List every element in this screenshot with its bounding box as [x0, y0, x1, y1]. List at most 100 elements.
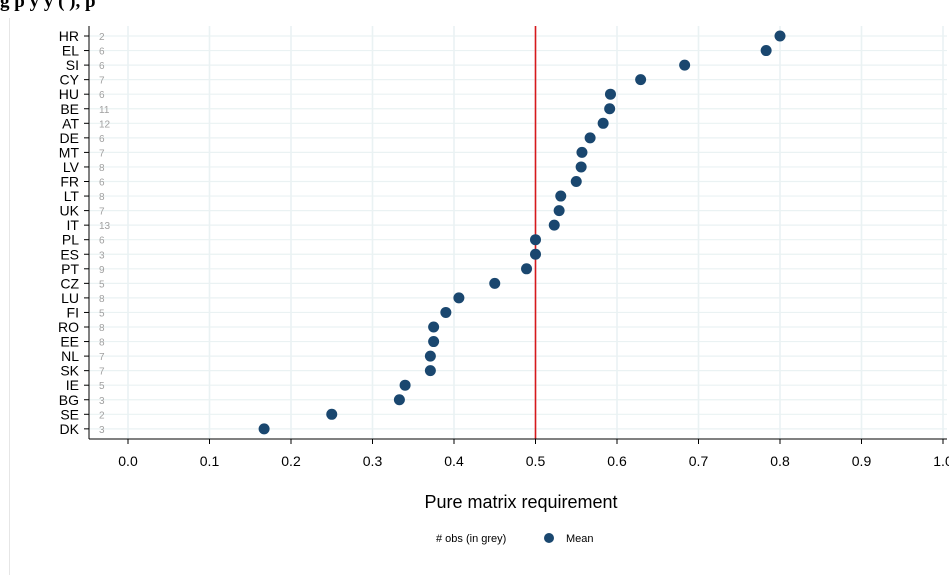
point-hr	[774, 30, 786, 42]
legend-mean-label: Mean	[566, 533, 594, 545]
point-at	[597, 117, 609, 129]
obs-count-lu: 8	[99, 294, 105, 305]
y-label-el: EL	[62, 43, 79, 59]
point-pt	[521, 263, 533, 275]
y-label-ee: EE	[60, 334, 79, 350]
y-label-nl: NL	[61, 348, 79, 364]
point-cy	[635, 74, 647, 86]
obs-count-hu: 6	[99, 90, 105, 101]
x-tick-label-6: 0.6	[607, 453, 627, 469]
figure-title-fragment: g p y y ( ), p	[0, 0, 96, 11]
legend-mean-marker	[544, 533, 554, 543]
point-mt	[576, 146, 588, 158]
point-hu	[604, 88, 616, 100]
grid-lines	[89, 26, 947, 439]
y-label-mt: MT	[59, 144, 80, 160]
x-tick-label-1: 0.1	[200, 453, 220, 469]
x-tick-label-10: 1.0	[933, 453, 949, 469]
data-points	[258, 30, 786, 435]
y-label-dk: DK	[60, 421, 80, 437]
y-label-ro: RO	[58, 319, 79, 335]
obs-count-pt: 9	[99, 265, 105, 276]
point-bg	[393, 394, 405, 406]
point-lt	[555, 190, 567, 202]
y-label-lu: LU	[61, 290, 79, 306]
x-axis-labels: 0.0 0.1 0.2 0.3 0.4 0.5 0.6 0.7 0.8 0.9 1.0	[118, 453, 949, 469]
point-ro	[428, 321, 440, 333]
plot-area	[89, 26, 947, 439]
obs-count-se: 2	[99, 410, 105, 421]
y-label-lt: LT	[64, 188, 80, 204]
point-pl	[530, 234, 541, 246]
y-label-be: BE	[60, 101, 79, 117]
obs-count-fr: 6	[99, 178, 105, 189]
x-tick-label-9: 0.9	[852, 453, 872, 469]
y-label-cy: CY	[60, 72, 80, 88]
point-fi	[440, 306, 452, 318]
obs-count-si: 6	[99, 61, 105, 72]
obs-count-mt: 7	[99, 148, 105, 159]
x-tick-label-2: 0.2	[281, 453, 301, 469]
y-label-fi: FI	[67, 304, 79, 320]
obs-count-ro: 8	[99, 323, 105, 334]
obs-count-pl: 6	[99, 236, 105, 247]
obs-count-hr: 2	[99, 32, 105, 43]
point-cz	[489, 277, 501, 289]
axes	[84, 26, 947, 444]
point-uk	[553, 205, 565, 217]
point-de	[584, 132, 596, 144]
point-it	[548, 219, 560, 231]
point-nl	[424, 350, 436, 362]
obs-count-ie: 5	[99, 381, 105, 392]
obs-count-fi: 5	[99, 308, 105, 319]
obs-count-at: 12	[99, 119, 111, 130]
point-ie	[399, 379, 411, 391]
obs-count-lv: 8	[99, 163, 105, 174]
y-label-at: AT	[62, 115, 79, 131]
point-se	[326, 408, 338, 420]
point-dk	[258, 423, 270, 435]
point-es	[530, 248, 541, 260]
point-sk	[424, 365, 436, 377]
point-ee	[428, 336, 440, 348]
x-tick-label-3: 0.3	[363, 453, 383, 469]
y-label-hu: HU	[59, 86, 79, 102]
y-label-pl: PL	[62, 232, 79, 248]
x-tick-label-4: 0.4	[444, 453, 464, 469]
obs-count-sk: 7	[99, 367, 105, 378]
y-label-es: ES	[60, 246, 79, 262]
point-fr	[570, 176, 582, 187]
y-label-lv: LV	[63, 159, 80, 175]
legend: # obs (in grey) Mean	[436, 533, 594, 545]
point-el	[760, 45, 772, 57]
point-si	[679, 59, 691, 71]
point-be	[604, 103, 616, 115]
x-tick-label-0: 0.0	[118, 453, 138, 469]
y-label-it: IT	[67, 217, 80, 233]
point-lu	[453, 292, 465, 304]
obs-count-cz: 5	[99, 279, 105, 290]
obs-count-lt: 8	[99, 192, 105, 203]
obs-count-es: 3	[99, 250, 105, 261]
y-label-se: SE	[60, 406, 79, 422]
y-label-uk: UK	[60, 203, 80, 219]
obs-count-de: 6	[99, 134, 105, 145]
y-axis-labels: HR 2 EL 6 SI 6 CY 7 HU 6 BE 11 AT 12 DE 6 MT 7 LV 8 FR 6 LT 8 UK…	[58, 28, 111, 437]
y-label-bg: BG	[59, 392, 79, 408]
obs-count-be: 11	[99, 105, 110, 116]
obs-count-bg: 3	[99, 396, 105, 407]
obs-count-it: 13	[99, 221, 111, 232]
y-label-pt: PT	[61, 261, 79, 277]
obs-count-dk: 3	[99, 425, 105, 436]
obs-count-nl: 7	[99, 352, 105, 363]
y-label-ie: IE	[66, 377, 79, 393]
y-label-de: DE	[60, 130, 79, 146]
y-label-sk: SK	[60, 363, 79, 379]
obs-count-ee: 8	[99, 338, 105, 349]
x-axis-title: Pure matrix requirement	[424, 492, 617, 512]
x-tick-label-8: 0.8	[770, 453, 790, 469]
page-border	[9, 18, 949, 575]
legend-obs-label: # obs (in grey)	[436, 533, 506, 545]
